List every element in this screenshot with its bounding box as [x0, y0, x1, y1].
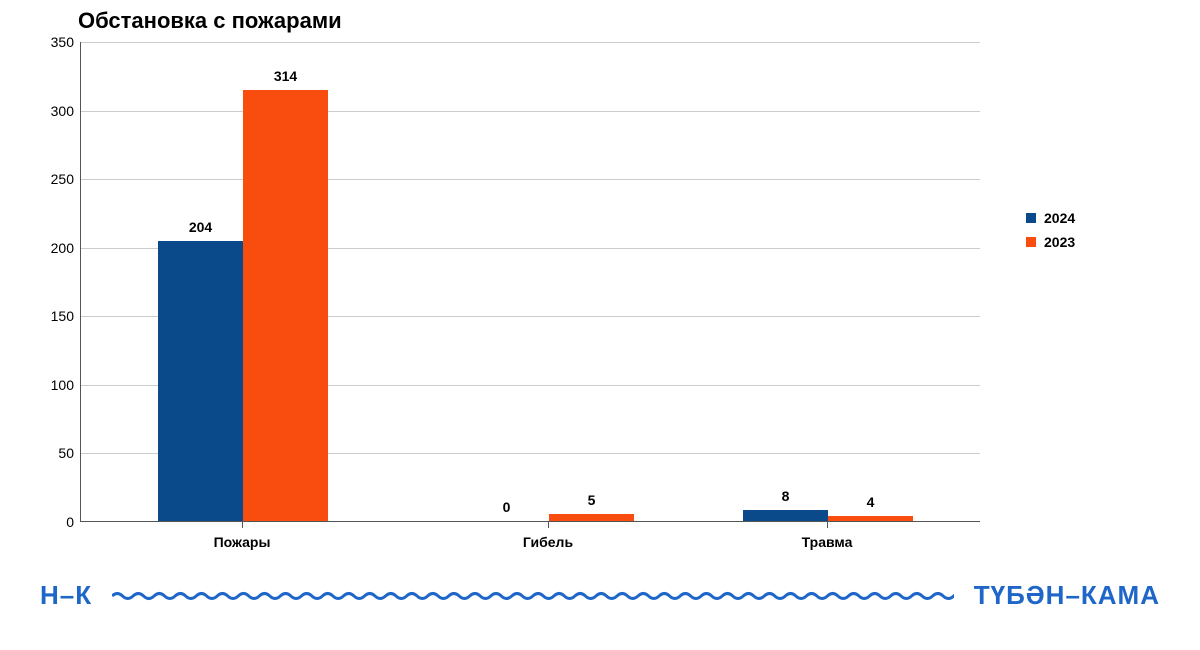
wave-divider-icon	[112, 586, 954, 606]
plot-area: 204 314 0 5 8 4	[80, 42, 980, 522]
y-tick-label: 0	[40, 514, 74, 530]
bar	[243, 90, 328, 521]
bar	[743, 510, 828, 521]
bar-value-label: 8	[782, 488, 790, 504]
y-tick-label: 300	[40, 103, 74, 119]
gridline	[81, 179, 980, 180]
x-tick-label: Гибель	[523, 534, 573, 550]
legend-item: 2024	[1026, 210, 1075, 226]
bar-value-label: 0	[503, 499, 511, 515]
legend-swatch	[1026, 213, 1036, 223]
legend-item: 2023	[1026, 234, 1075, 250]
x-tick-label: Травма	[802, 534, 853, 550]
y-tick-label: 350	[40, 34, 74, 50]
bar	[549, 514, 634, 521]
y-tick-label: 200	[40, 240, 74, 256]
page: Обстановка с пожарами 204 314 0 5 8 4 0 50 100 1…	[0, 0, 1200, 650]
bar-value-label: 4	[867, 494, 875, 510]
legend-label: 2024	[1044, 210, 1075, 226]
gridline	[81, 42, 980, 43]
footer: Н–К ТҮБӘН–КАМА	[0, 580, 1200, 611]
legend: 2024 2023	[1026, 210, 1075, 258]
x-tick-label: Пожары	[214, 534, 271, 550]
y-tick-label: 50	[40, 445, 74, 461]
x-tick-mark	[242, 522, 243, 528]
footer-left-text: Н–К	[40, 580, 92, 611]
bar-value-label: 204	[189, 219, 212, 235]
bar-value-label: 314	[274, 68, 297, 84]
x-tick-mark	[827, 522, 828, 528]
legend-label: 2023	[1044, 234, 1075, 250]
y-tick-label: 100	[40, 377, 74, 393]
y-tick-label: 250	[40, 171, 74, 187]
gridline	[81, 111, 980, 112]
chart-title: Обстановка с пожарами	[78, 8, 342, 34]
y-tick-label: 150	[40, 308, 74, 324]
bar	[828, 516, 913, 521]
x-tick-mark	[548, 522, 549, 528]
bar-value-label: 5	[588, 492, 596, 508]
footer-right-text: ТҮБӘН–КАМА	[974, 580, 1160, 611]
legend-swatch	[1026, 237, 1036, 247]
bar	[158, 241, 243, 521]
